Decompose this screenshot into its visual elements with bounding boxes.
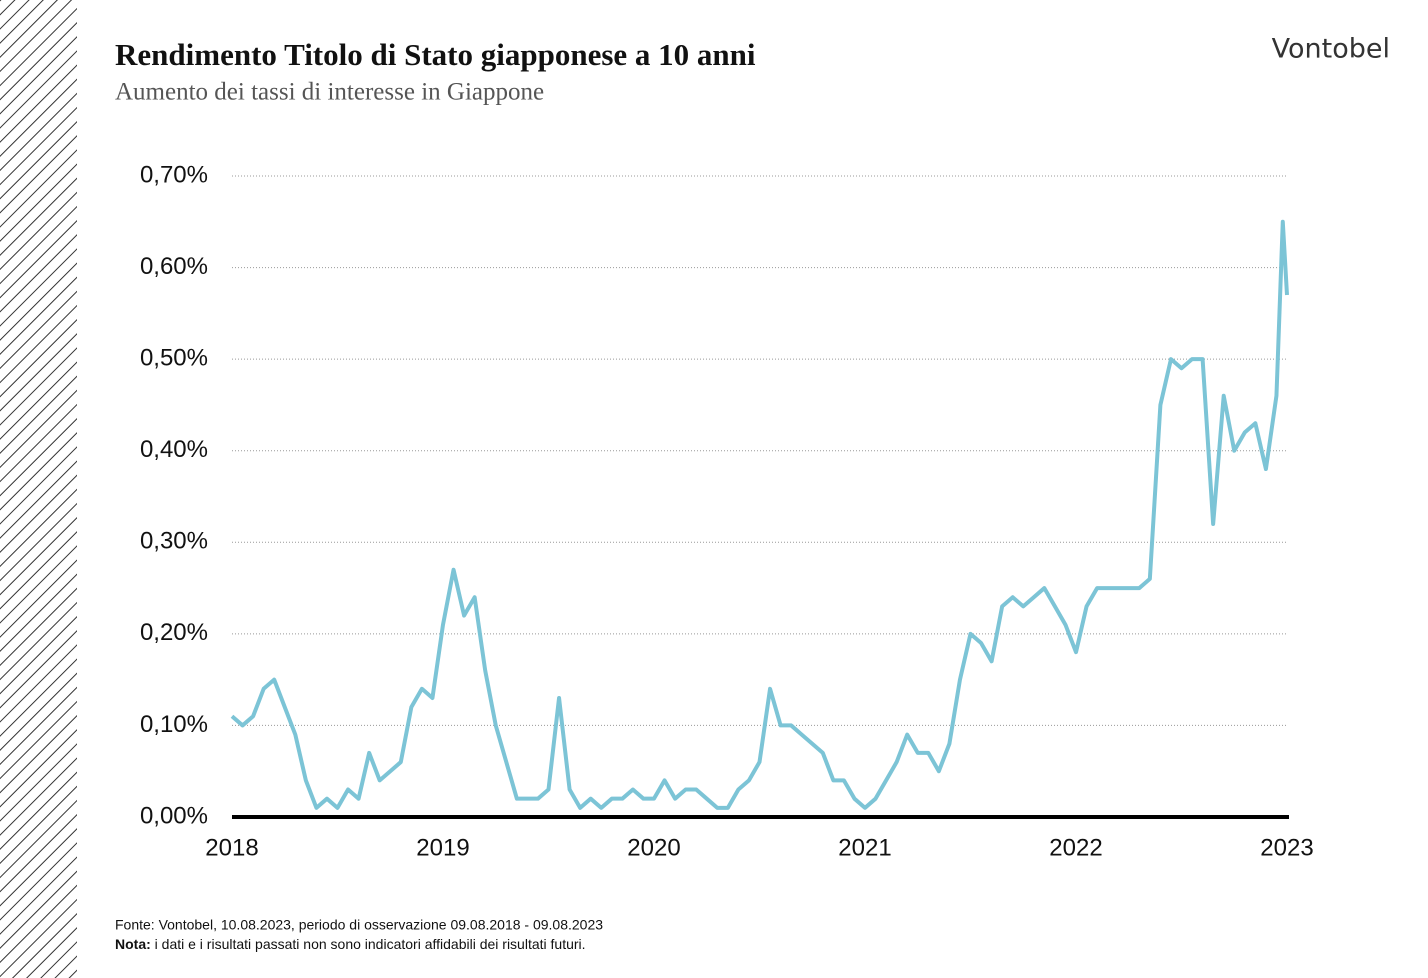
y-tick-label: 0,50% (140, 344, 208, 371)
source: Fonte: Vontobel, 10.08.2023, periodo di … (115, 917, 603, 933)
y-tick-label: 0,20% (140, 619, 208, 646)
x-tick-label: 2020 (627, 834, 680, 861)
x-tick-label: 2019 (416, 834, 469, 861)
y-tick-label: 0,60% (140, 253, 208, 280)
x-tick-label: 2018 (205, 834, 258, 861)
chart-subtitle: Aumento dei tassi di interesse in Giappo… (115, 79, 544, 106)
note-text: i dati e i risultati passati non sono in… (155, 936, 586, 952)
note-label: Nota: (115, 936, 151, 952)
y-tick-label: 0,30% (140, 528, 208, 555)
y-tick-label: 0,10% (140, 711, 208, 738)
y-tick-label: 0,00% (140, 802, 208, 829)
y-tick-label: 0,70% (140, 161, 208, 188)
chart-title: Rendimento Titolo di Stato giapponese a … (115, 37, 756, 72)
x-tick-label: 2021 (838, 834, 891, 861)
note: Nota: i dati e i risultati passati non s… (115, 936, 586, 952)
brand-logo: Vontobel (1272, 34, 1390, 65)
hatch-strip (0, 0, 77, 978)
x-tick-label: 2022 (1049, 834, 1102, 861)
x-tick-label: 2023 (1260, 834, 1313, 861)
y-tick-label: 0,40% (140, 436, 208, 463)
data-line (230, 219, 1289, 810)
